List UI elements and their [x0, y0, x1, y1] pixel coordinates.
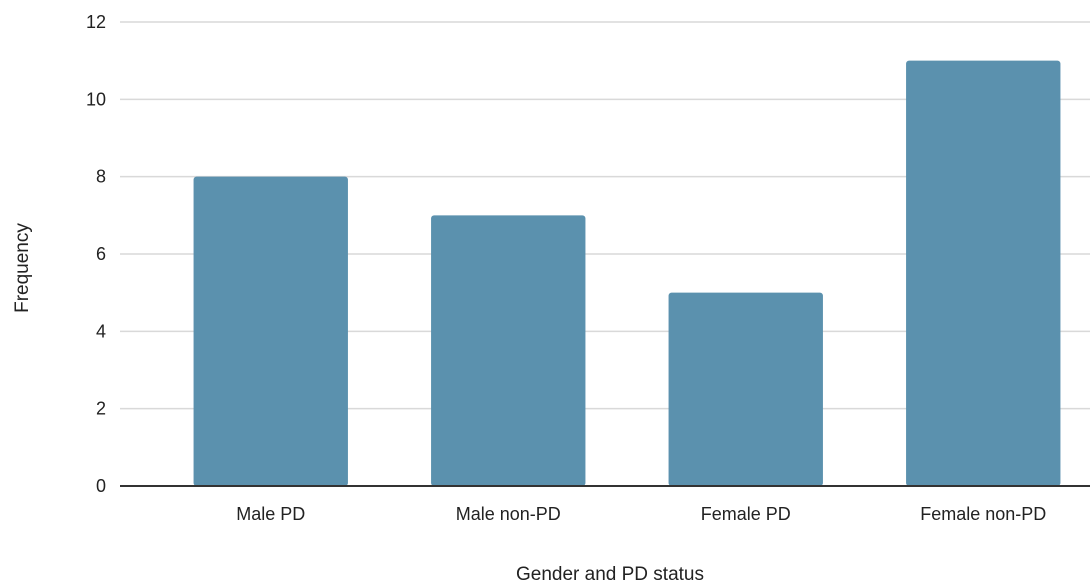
x-tick-label-male-pd: Male PD	[236, 504, 305, 524]
bar-male-non-pd	[431, 215, 586, 487]
y-tick-label-2: 2	[96, 399, 106, 419]
y-tick-label-8: 8	[96, 167, 106, 187]
x-tick-label-male-non-pd: Male non-PD	[456, 504, 561, 524]
y-tick-label-4: 4	[96, 321, 106, 341]
x-tick-label-female-pd: Female PD	[701, 504, 791, 524]
y-tick-label-0: 0	[96, 476, 106, 496]
y-tick-label-10: 10	[86, 89, 106, 109]
x-axis-title: Gender and PD status	[516, 564, 704, 583]
y-axis-title: Frequency	[12, 223, 33, 313]
x-tick-label-female-non-pd: Female non-PD	[920, 504, 1046, 524]
y-tick-label-6: 6	[96, 244, 106, 264]
bar-female-non-pd	[906, 60, 1061, 487]
bars	[193, 60, 1061, 487]
bar-male-pd	[193, 176, 348, 486]
y-tick-label-12: 12	[86, 12, 106, 32]
labels: 0 2 4 6 8 10 12 Male PD Male non-PD Female PD Fema…	[86, 12, 1046, 524]
bar-female-pd	[668, 292, 823, 486]
